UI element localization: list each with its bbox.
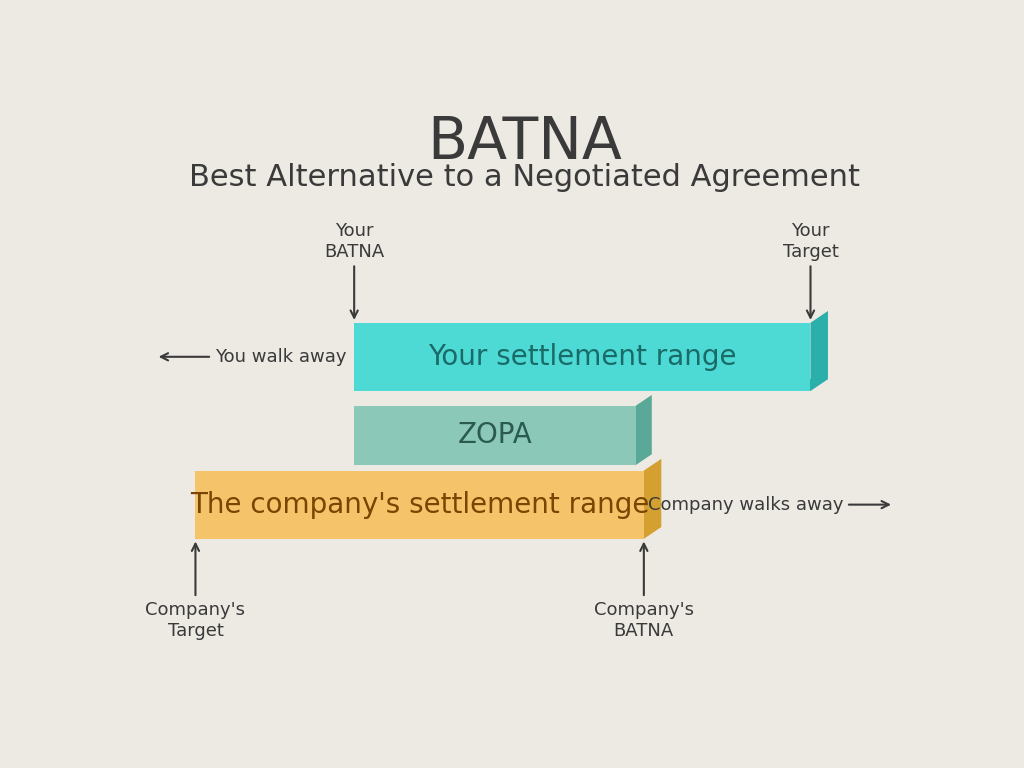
Text: Company's
BATNA: Company's BATNA <box>594 544 694 640</box>
Polygon shape <box>354 454 651 465</box>
Text: BATNA: BATNA <box>427 114 623 171</box>
Text: ZOPA: ZOPA <box>458 421 532 449</box>
Text: Your
BATNA: Your BATNA <box>324 222 384 318</box>
Bar <box>354 406 636 465</box>
Polygon shape <box>196 527 662 538</box>
Polygon shape <box>636 395 651 465</box>
Text: The company's settlement range: The company's settlement range <box>190 491 649 518</box>
Bar <box>196 471 644 538</box>
Text: Company walks away: Company walks away <box>648 495 889 514</box>
Polygon shape <box>810 311 828 391</box>
Bar <box>354 323 811 391</box>
Text: Your settlement range: Your settlement range <box>428 343 736 371</box>
Polygon shape <box>354 379 828 391</box>
Polygon shape <box>644 458 662 538</box>
Text: You walk away: You walk away <box>161 348 346 366</box>
Text: Best Alternative to a Negotiated Agreement: Best Alternative to a Negotiated Agreeme… <box>189 163 860 192</box>
Text: Your
Target: Your Target <box>782 222 839 318</box>
Text: Company's
Target: Company's Target <box>145 544 246 640</box>
